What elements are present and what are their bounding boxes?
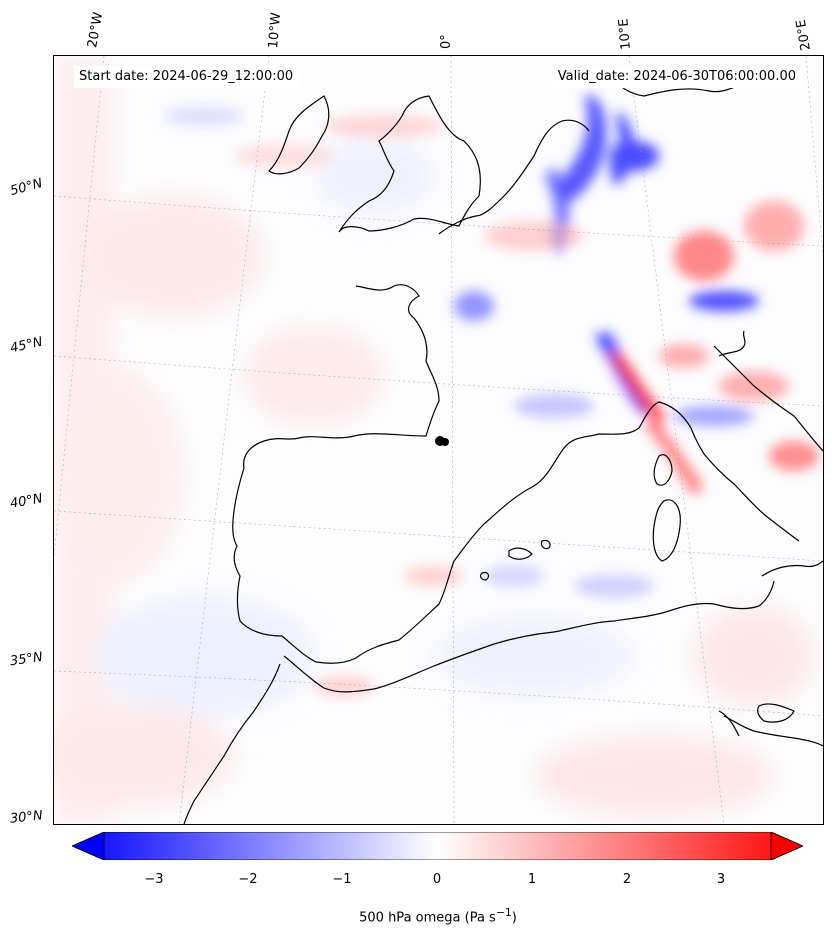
colorbar-tick: −3 <box>144 872 164 887</box>
start-date-label: Start date: 2024-06-29_12:00:00 <box>74 66 299 88</box>
lon-label-20w: 20°W <box>85 11 107 50</box>
colorbar-tick: −1 <box>332 872 352 887</box>
coastlines <box>183 70 823 824</box>
lat-label-30n: 30°N <box>9 808 44 827</box>
lon-label-0: 0° <box>439 34 454 49</box>
colorbar-title: 500 hPa omega (Pa s−1) <box>359 906 517 926</box>
colorbar-tick: 1 <box>527 872 537 887</box>
lat-label-35n: 35°N <box>9 649 44 670</box>
omega-strong-features <box>164 96 819 696</box>
omega-background-field <box>54 56 814 824</box>
omega-map <box>54 56 823 824</box>
lon-label-10e: 10°E <box>616 17 634 51</box>
map-panel: Start date: 2024-06-29_12:00:00 Valid_da… <box>53 55 824 825</box>
lat-label-40n: 40°N <box>8 491 44 512</box>
lon-label-20e: 20°E <box>793 18 814 52</box>
lat-label-45n: 45°N <box>8 334 44 357</box>
colorbar-tick: 0 <box>432 872 442 887</box>
colorbar-tick: −2 <box>238 872 258 887</box>
lon-label-10w: 10°W <box>266 11 285 49</box>
lat-label-50n: 50°N <box>8 176 45 199</box>
valid-date-label: Valid_date: 2024-06-30T06:00:00.00 <box>552 66 801 88</box>
colorbar <box>72 832 803 860</box>
colorbar-tick: 2 <box>622 872 632 887</box>
colorbar-tick: 3 <box>716 872 726 887</box>
graticule <box>54 56 823 824</box>
